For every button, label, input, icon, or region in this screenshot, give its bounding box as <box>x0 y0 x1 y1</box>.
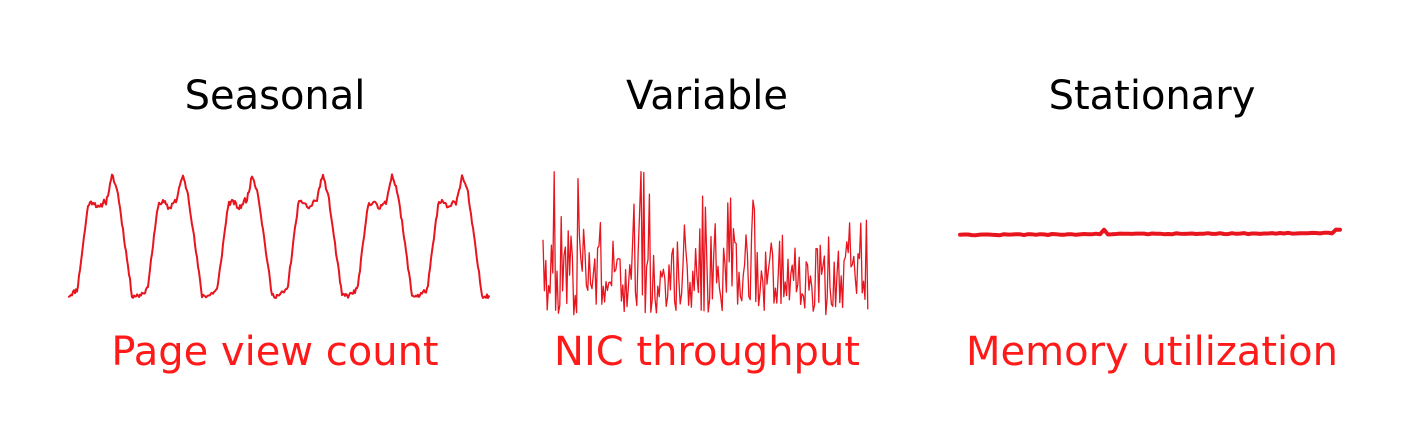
panel-title-variable: Variable <box>626 73 788 119</box>
seasonal-trace <box>68 173 490 299</box>
panel-title-seasonal: Seasonal <box>184 73 366 119</box>
panel-caption-seasonal: Page view count <box>111 329 439 375</box>
stationary-trace-line <box>958 227 1342 238</box>
panel-stationary: Stationary Memory utilization <box>932 0 1372 442</box>
panel-caption-stationary: Memory utilization <box>966 329 1338 375</box>
panel-seasonal: Seasonal Page view count <box>55 0 495 442</box>
panel-caption-variable: NIC throughput <box>554 329 860 375</box>
variable-trace <box>542 170 869 316</box>
panel-title-stationary: Stationary <box>1048 73 1256 119</box>
panel-variable: Variable NIC throughput <box>487 0 927 442</box>
seasonal-trace-line <box>68 173 490 299</box>
variable-trace-line <box>542 170 869 316</box>
stationary-trace <box>958 227 1342 238</box>
